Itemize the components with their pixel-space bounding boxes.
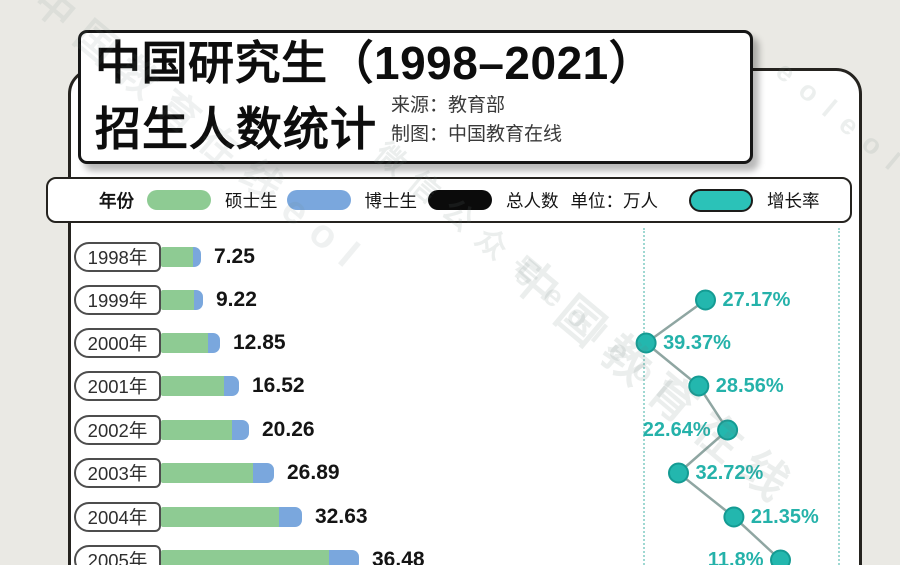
masters-swatch: [147, 190, 211, 210]
legend-label-masters: 硕士生: [225, 190, 278, 211]
growth-rate-label: 28.56%: [715, 375, 784, 397]
credit-text: 制图：中国教育在线: [391, 124, 563, 145]
masters-bar-segment: [161, 550, 329, 565]
year-pill: 2002年: [74, 415, 161, 445]
total-value-label: 32.63: [315, 505, 368, 528]
phd-bar-segment: [279, 507, 302, 527]
total-value-label: 26.89: [287, 461, 340, 484]
legend-label-total: 总人数: [506, 190, 559, 211]
legend-bar: 年份 硕士生 博士生 总人数 单位：万人 增长率: [46, 177, 852, 223]
phd-bar-segment: [224, 376, 239, 396]
year-pill: 2004年: [74, 502, 161, 532]
unit-label: 单位：万人: [570, 190, 659, 211]
legend-label-phd: 博士生: [364, 190, 418, 211]
phd-swatch: [286, 190, 351, 210]
phd-bar-segment: [232, 420, 249, 440]
masters-bar-segment: [161, 290, 194, 310]
phd-bar-segment: [208, 333, 220, 353]
growth-axis-guide-left: [643, 228, 645, 565]
year-pill: 2003年: [74, 458, 161, 488]
total-value-label: 36.48: [372, 548, 425, 565]
page-title-line2: 招生人数统计: [95, 103, 377, 155]
masters-bar-segment: [161, 507, 279, 527]
year-pill: 1999年: [74, 285, 161, 315]
growth-rate-label: 32.72%: [695, 462, 764, 484]
masters-bar-segment: [161, 333, 208, 353]
source-text: 来源：教育部: [391, 95, 506, 116]
growth-swatch: [689, 188, 753, 212]
total-value-label: 9.22: [216, 288, 257, 311]
total-value-label: 16.52: [252, 374, 305, 397]
growth-rate-label: 27.17%: [722, 289, 791, 311]
masters-bar-segment: [161, 247, 193, 267]
growth-rate-label: 11.8%: [707, 549, 764, 565]
total-value-label: 20.26: [262, 418, 315, 441]
total-value-label: 12.85: [233, 331, 286, 354]
source-credit-block: 来源：教育部 制图：中国教育在线: [391, 91, 562, 149]
page-title-line1: 中国研究生（1998–2021）: [95, 37, 656, 89]
phd-bar-segment: [329, 550, 359, 565]
total-value-label: 7.25: [214, 245, 255, 268]
masters-bar-segment: [161, 463, 253, 483]
year-pill: 2000年: [74, 328, 161, 358]
masters-bar-segment: [161, 376, 224, 396]
phd-bar-segment: [193, 247, 201, 267]
phd-bar-segment: [253, 463, 274, 483]
growth-rate-label: 21.35%: [750, 506, 819, 528]
year-pill: 2001年: [74, 371, 161, 401]
title-card: 中国研究生（1998–2021） 招生人数统计 来源：教育部 制图：中国教育在线: [78, 30, 753, 164]
growth-rate-label: 22.64%: [642, 419, 711, 441]
year-pill: 1998年: [74, 242, 161, 272]
phd-bar-segment: [194, 290, 203, 310]
total-swatch: [428, 190, 492, 210]
growth-rate-label: 39.37%: [663, 332, 731, 354]
growth-axis-guide-right: [838, 228, 840, 565]
masters-bar-segment: [161, 420, 232, 440]
year-pill: 2005年: [74, 545, 161, 565]
legend-year-label: 年份: [99, 190, 134, 211]
legend-label-growth: 增长率: [767, 190, 820, 211]
